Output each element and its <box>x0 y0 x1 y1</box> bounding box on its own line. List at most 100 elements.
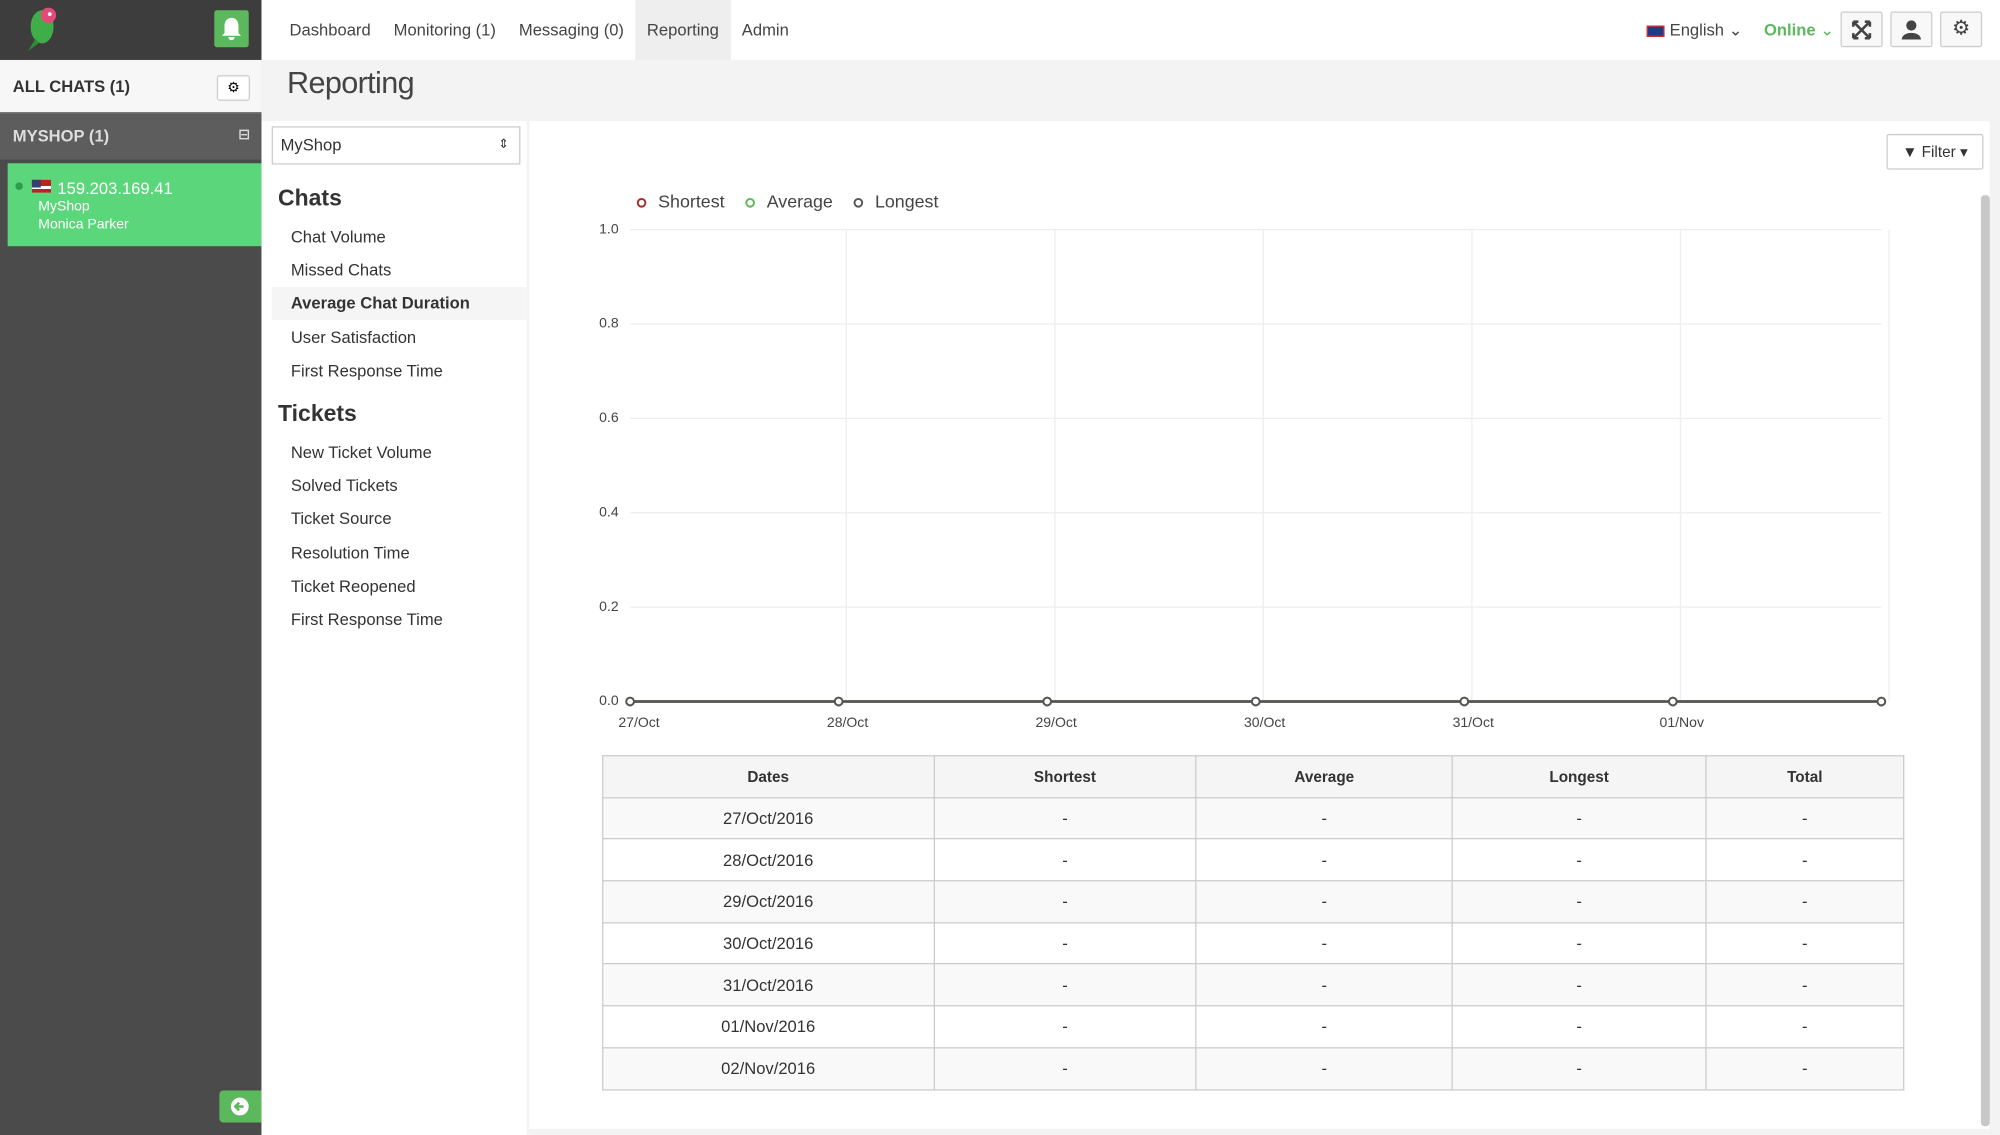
settings-button[interactable]: ⚙ <box>216 75 250 101</box>
menu-item[interactable]: Ticket Source <box>290 509 392 529</box>
menu-item[interactable]: Chat Volume <box>290 227 386 247</box>
y-tick-label: 0.8 <box>599 315 619 331</box>
table-cell: - <box>1195 880 1453 924</box>
back-button[interactable] <box>219 1090 262 1123</box>
status: Online <box>1764 20 1816 40</box>
data-point <box>1668 696 1678 707</box>
menu-item[interactable]: First Response Time <box>290 609 443 629</box>
table-header: Dates <box>602 755 935 799</box>
y-tick-label: 0.6 <box>599 409 619 425</box>
table-cell: - <box>1705 880 1905 924</box>
legend-marker <box>636 198 647 208</box>
table-cell: - <box>1451 1046 1707 1090</box>
data-point <box>833 696 844 707</box>
x-tick-label: 28/Oct <box>827 714 868 730</box>
menu-item[interactable]: Resolution Time <box>290 542 410 562</box>
table-cell: 30/Oct/2016 <box>602 921 935 965</box>
menu-item[interactable]: User Satisfaction <box>290 327 417 347</box>
nav-item[interactable]: Messaging (0) <box>518 20 624 40</box>
language: English <box>1669 20 1725 40</box>
table-header: Shortest <box>933 755 1197 799</box>
legend-label: Longest <box>875 192 939 212</box>
table-cell: - <box>1451 838 1707 882</box>
legend-marker <box>745 198 755 208</box>
flag <box>31 179 52 193</box>
menu-item[interactable]: Ticket Reopened <box>290 576 416 596</box>
status-dot <box>15 182 23 191</box>
table-header: Average <box>1195 755 1453 799</box>
table-cell: - <box>1705 921 1905 965</box>
y-tick-label: 0.4 <box>599 503 619 519</box>
table-cell: - <box>1195 838 1453 882</box>
table-cell: 01/Nov/2016 <box>602 1005 935 1049</box>
table-cell: - <box>1451 963 1707 1007</box>
shop-select[interactable]: MyShop ⇕ <box>271 126 521 165</box>
notification-button[interactable] <box>214 10 249 48</box>
menu-item[interactable]: Average Chat Duration <box>271 287 527 321</box>
table-row: 30/Oct/2016- - - - <box>602 921 1905 965</box>
table-cell: 29/Oct/2016 <box>602 880 935 924</box>
status-select[interactable]: Online ⌄ <box>1764 20 1835 40</box>
fullscreen-button[interactable] <box>1840 11 1883 48</box>
y-tick-label: 0.2 <box>599 598 619 614</box>
table-row: 31/Oct/2016- - - - <box>602 963 1905 1007</box>
filter-button[interactable]: ▼ Filter ▾ <box>1886 133 1984 170</box>
top-nav: Dashboard Monitoring (1) Messaging (0) Repo… <box>261 0 2000 60</box>
logo[interactable] <box>0 0 77 60</box>
table-row: 01/Nov/2016- - - - <box>602 1005 1905 1049</box>
table-cell: - <box>1705 963 1905 1007</box>
table-cell: - <box>933 880 1197 924</box>
table-row: 28/Oct/2016- - - - <box>602 838 1905 882</box>
x-tick-label: 29/Oct <box>1035 714 1076 730</box>
menu-item[interactable]: New Ticket Volume <box>290 442 432 462</box>
chat-group[interactable]: MYSHOP (1) ⊟ <box>0 112 262 160</box>
table-cell: - <box>1451 880 1707 924</box>
scrollbar[interactable] <box>1980 195 1990 1127</box>
collapse-icon[interactable]: ⊟ <box>238 127 250 143</box>
table-cell: 28/Oct/2016 <box>602 838 935 882</box>
menu-item[interactable]: First Response Time <box>290 360 443 380</box>
nav-item[interactable]: Dashboard <box>289 20 371 40</box>
table-header: Total <box>1705 755 1905 799</box>
table-cell: - <box>1195 796 1453 840</box>
table-cell: - <box>1195 1046 1453 1090</box>
data-point <box>1042 696 1052 707</box>
table-cell: - <box>933 796 1197 840</box>
nav-item[interactable]: Reporting <box>635 0 731 60</box>
table-cell: - <box>1451 1005 1707 1049</box>
table-cell: - <box>1195 1005 1453 1049</box>
chat-item[interactable]: 159.203.169.41 MyShop Monica Parker <box>7 163 262 247</box>
table-row: 29/Oct/2016- - - - <box>602 880 1905 924</box>
data-point <box>1876 696 1887 707</box>
chat-site: MyShop <box>38 198 90 215</box>
menu-heading: Tickets <box>278 400 357 427</box>
table-cell: 02/Nov/2016 <box>602 1046 935 1090</box>
nav-item[interactable]: Monitoring (1) <box>393 20 496 40</box>
menu-item[interactable]: Missed Chats <box>290 260 392 280</box>
page-title: Reporting <box>286 66 415 101</box>
data-point <box>625 696 635 707</box>
table-cell: - <box>1451 796 1707 840</box>
legend-marker <box>853 198 864 208</box>
nav-item[interactable]: Admin <box>741 20 789 40</box>
table-header: Longest <box>1451 755 1707 799</box>
settings-button[interactable]: ⚙ <box>1940 11 1983 48</box>
x-tick-label: 30/Oct <box>1244 714 1285 730</box>
all-chats[interactable]: ALL CHATS (1) <box>0 59 262 113</box>
menu-heading: Chats <box>278 184 342 211</box>
table-cell: 31/Oct/2016 <box>602 963 935 1007</box>
legend-label: Shortest <box>658 192 724 212</box>
data-point <box>1459 696 1470 707</box>
x-tick-label: 01/Nov <box>1660 714 1704 730</box>
language-select[interactable]: English ⌄ <box>1646 0 1743 60</box>
select-arrows: ⇕ <box>498 137 509 152</box>
select-value: MyShop <box>280 135 342 155</box>
menu-item[interactable]: Solved Tickets <box>290 476 398 496</box>
user-button[interactable] <box>1890 11 1933 48</box>
chat-ip: 159.203.169.41 <box>57 178 173 198</box>
filter-label: Filter <box>1921 142 1956 161</box>
table-cell: - <box>1705 1005 1905 1049</box>
chat-agent: Monica Parker <box>38 216 129 233</box>
table-cell: - <box>1705 838 1905 882</box>
